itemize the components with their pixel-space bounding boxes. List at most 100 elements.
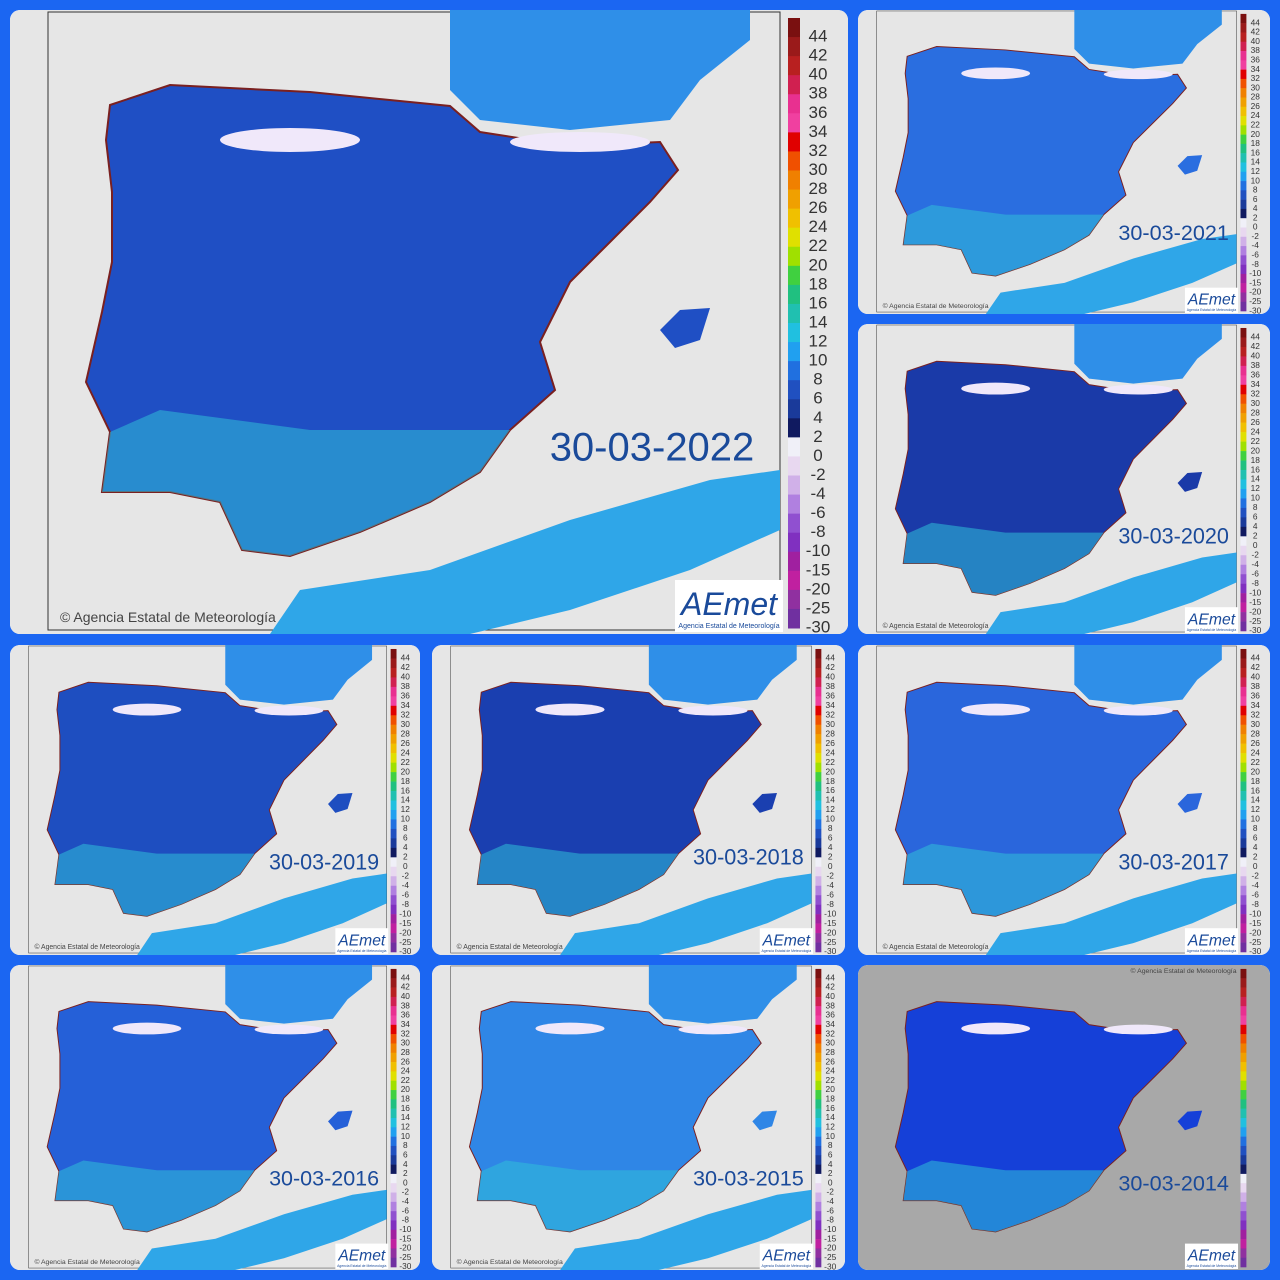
legend-swatch [1240,190,1247,200]
legend-label: 22 [826,757,836,767]
credit: © Agencia Estatal de Meteorología [1131,967,1237,975]
africa-coast [985,552,1237,634]
legend-label: -15 [1249,918,1261,928]
logo: AEmet [337,1248,386,1265]
legend-swatch [788,323,800,343]
legend-swatch [1240,667,1247,678]
legend-label: 6 [1253,512,1258,522]
legend-swatch [815,1136,822,1147]
legend-label: 24 [1251,747,1261,757]
legend-label: -10 [1249,268,1261,278]
legend-label: -25 [399,937,411,947]
legend-swatch [1240,574,1247,584]
legend-label: 42 [401,982,411,992]
legend-label: 18 [826,1094,836,1104]
legend-swatch [788,151,800,171]
legend-swatch [390,809,397,820]
legend-label: 18 [401,1094,411,1104]
legend-label: 24 [826,1066,836,1076]
legend-label: -4 [1252,880,1260,890]
legend-label: 44 [1251,17,1261,27]
legend-swatch [1240,1080,1247,1091]
legend-swatch [815,1192,822,1203]
legend-swatch [815,696,822,707]
legend-label: 4 [1253,203,1258,213]
legend-swatch [815,1015,822,1026]
logo: AEmet [1187,932,1236,949]
legend-swatch [390,1136,397,1147]
legend-label: 42 [809,46,828,65]
legend-label: 22 [1251,120,1261,130]
legend-swatch [815,1201,822,1212]
logo-box [1184,1243,1239,1270]
snow [112,703,182,716]
legend-swatch [815,1052,822,1063]
legend-swatch [1240,536,1247,547]
legend-label: 44 [401,972,411,982]
map-date: 30-03-2021 [1118,221,1229,245]
map-date: 30-03-2015 [693,1166,804,1191]
snow [1103,69,1173,80]
legend-swatch [390,753,397,763]
legend-swatch [1240,621,1247,632]
legend-swatch [1240,1192,1247,1203]
legend-swatch [1240,1201,1247,1212]
legend-swatch [390,1099,397,1109]
legend-label: 12 [1251,166,1261,176]
legend-swatch [815,667,822,678]
legend-label: 28 [401,1047,411,1057]
legend-swatch [1240,743,1247,754]
africa-coast [137,873,387,955]
legend-swatch [1240,857,1247,868]
legend-swatch [815,705,822,716]
legend-label: 8 [828,1140,833,1150]
map-panel: 30-03-2014 © Agencia Estatal de Meteorolo… [858,965,1270,1270]
legend-swatch [788,208,800,229]
legend-label: 14 [826,1112,836,1122]
legend-label: 2 [828,852,833,862]
legend-swatch [390,1229,397,1240]
legend-label: -8 [826,899,834,909]
logo-subtitle: Agencia Estatal de Meteorología [1187,308,1237,312]
legend-swatch [1240,526,1247,537]
legend-label: 42 [401,662,411,672]
legend-swatch [815,1173,822,1184]
legend-swatch [788,94,800,114]
legend-label: 28 [1251,728,1261,738]
legend-swatch [390,800,397,811]
legend-swatch [1240,734,1247,744]
legend-swatch [1240,301,1247,312]
legend-label: 0 [403,861,408,871]
legend-label: 6 [1253,833,1258,843]
legend-swatch [1240,116,1247,126]
map: 4442403836343230282624222018161412108642… [10,645,420,955]
legend-label: 10 [809,351,828,370]
legend-label: 36 [1251,55,1261,65]
legend-label: 4 [1253,842,1258,852]
legend-label: 26 [826,1056,836,1066]
legend-label: 38 [1251,45,1261,55]
snow [678,1024,748,1035]
legend-swatch [1240,283,1247,293]
legend-label: 6 [828,833,833,843]
legend-label: 30 [826,719,836,729]
legend-swatch [815,838,822,849]
legend-swatch [1240,686,1247,697]
legend-label: 38 [1251,360,1261,370]
legend-label: 28 [826,728,836,738]
legend-swatch [1240,292,1247,303]
legend-label: 20 [401,1084,411,1094]
legend-swatch [815,1090,822,1100]
legend-label: 38 [826,1000,836,1010]
iberia-south [55,1160,255,1232]
legend-label: 30 [401,719,411,729]
legend-label: 4 [828,1159,833,1169]
legend-swatch [788,475,800,496]
legend-label: 24 [401,1066,411,1076]
legend-swatch [815,686,822,697]
legend-swatch [390,686,397,697]
legend-swatch [1240,564,1247,575]
legend-swatch [815,1211,822,1221]
legend-swatch [1240,236,1247,247]
legend-label: -8 [810,522,825,541]
